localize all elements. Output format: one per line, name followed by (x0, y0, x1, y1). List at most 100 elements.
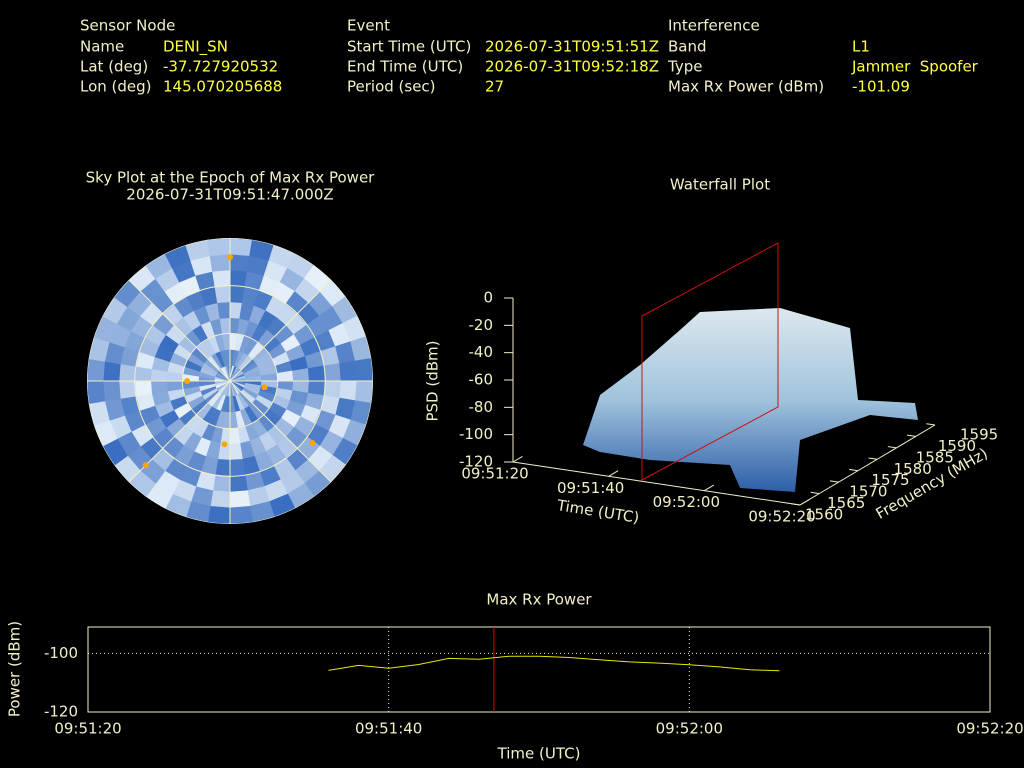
sky-texture (292, 368, 310, 382)
sky-texture (229, 238, 253, 257)
field-label: Lat (deg) (80, 58, 148, 76)
z-axis-label: PSD (dBm) (424, 340, 442, 421)
field-value: 2026-07-31T09:51:51Z (485, 38, 659, 56)
z-tick-label: -120 (459, 453, 493, 471)
sky-texture (229, 443, 243, 461)
z-tick-label: -60 (469, 371, 494, 389)
time-tick-label: 09:51:20 (461, 465, 528, 483)
freq-tick (849, 468, 858, 472)
chart-title: Max Rx Power (486, 591, 592, 609)
freq-tick (829, 480, 839, 483)
power-line (328, 655, 780, 672)
time-tick-label: 09:51:40 (557, 479, 624, 497)
freq-tick-label: 1565 (827, 494, 865, 512)
freq-tick (868, 457, 878, 460)
chart-title: Sky Plot at the Epoch of Max Rx Power (86, 169, 376, 187)
z-tick-label: -40 (469, 343, 494, 361)
freq-tick (926, 423, 936, 426)
epoch-plane (641, 242, 779, 481)
satellite (184, 378, 191, 384)
x-tick-label: 09:52:00 (656, 720, 723, 738)
plot-frame (87, 626, 991, 713)
sky-texture (229, 253, 251, 272)
field-value: -37.727920532 (163, 58, 278, 76)
azimuth-spoke (229, 279, 332, 382)
sky-texture (207, 505, 231, 524)
sky-texture (339, 360, 358, 382)
field-value: -101.09 (852, 78, 910, 96)
z-tick-label: -20 (469, 316, 494, 334)
field-label: Period (sec) (347, 78, 436, 96)
sky-texture (339, 380, 358, 402)
azimuth-spoke (229, 380, 332, 483)
sky-texture (217, 301, 231, 319)
sky-texture (229, 458, 246, 477)
satellite (261, 384, 268, 391)
field-value: Jammer Spoofer (851, 58, 979, 76)
sky-texture (102, 380, 121, 402)
sky-texture (229, 474, 248, 493)
freq-tick-label: 1585 (916, 448, 954, 466)
field-value: 27 (485, 78, 504, 96)
sky-texture (229, 505, 253, 524)
satellite (221, 441, 228, 448)
chart-title: Waterfall Plot (670, 176, 770, 194)
time-tick (799, 498, 810, 506)
sky-texture (87, 358, 106, 382)
field-label: Type (667, 58, 702, 76)
time-tick-label: 09:52:00 (653, 493, 720, 511)
sky-texture (214, 285, 231, 304)
x-tick-label: 09:51:40 (355, 720, 422, 738)
sky-texture (229, 490, 251, 509)
sky-texture (134, 380, 153, 397)
x-tick-label: 09:52:20 (956, 720, 1023, 738)
z-tick-label: -100 (459, 425, 493, 443)
z-tick-label: 0 (483, 289, 493, 307)
field-value: DENI_SN (163, 38, 228, 57)
sky-texture (354, 358, 373, 382)
time-tick-label: 09:52:20 (748, 508, 815, 526)
sky-texture (212, 474, 231, 493)
sky-texture (209, 490, 231, 509)
section-title: Interference (668, 17, 760, 35)
satellite (309, 440, 316, 447)
y-tick-label: -120 (44, 703, 78, 721)
section-title: Sensor Node (80, 17, 175, 35)
y-axis-label: Power (dBm) (6, 621, 24, 717)
sky-texture (229, 269, 248, 288)
x-axis-label: Time (UTC) (497, 745, 581, 763)
sky-texture (323, 363, 342, 382)
field-label: Max Rx Power (dBm) (668, 78, 824, 96)
field-label: Start Time (UTC) (347, 38, 471, 56)
azimuth-spoke (128, 279, 231, 382)
section-title: Event (347, 17, 390, 35)
sky-texture (150, 380, 168, 394)
sky-texture (212, 269, 231, 288)
sky-texture (87, 380, 106, 404)
field-label: End Time (UTC) (347, 58, 463, 76)
satellite (142, 462, 149, 469)
field-label: Band (668, 38, 707, 56)
field-label: Name (80, 38, 124, 56)
sky-texture (118, 380, 137, 399)
freq-tick (907, 434, 916, 437)
time-axis (512, 461, 801, 506)
sky-texture (354, 380, 373, 404)
sky-texture (323, 380, 342, 399)
sky-texture (307, 365, 326, 382)
satellite (227, 254, 233, 261)
sky-texture (207, 238, 231, 257)
time-tick (608, 470, 619, 477)
freq-tick-label: 1570 (849, 483, 887, 501)
chart-subtitle: 2026-07-31T09:51:47.000Z (126, 186, 333, 204)
time-tick (512, 455, 523, 463)
freq-tick (887, 446, 897, 449)
field-label: Lon (deg) (80, 78, 152, 96)
x-tick-label: 09:51:20 (54, 720, 121, 738)
field-value: L1 (852, 38, 870, 56)
field-value: 145.070205688 (163, 78, 282, 96)
y-tick-label: -100 (44, 644, 78, 662)
freq-axis (799, 424, 936, 506)
waterfall-surface (583, 308, 918, 492)
